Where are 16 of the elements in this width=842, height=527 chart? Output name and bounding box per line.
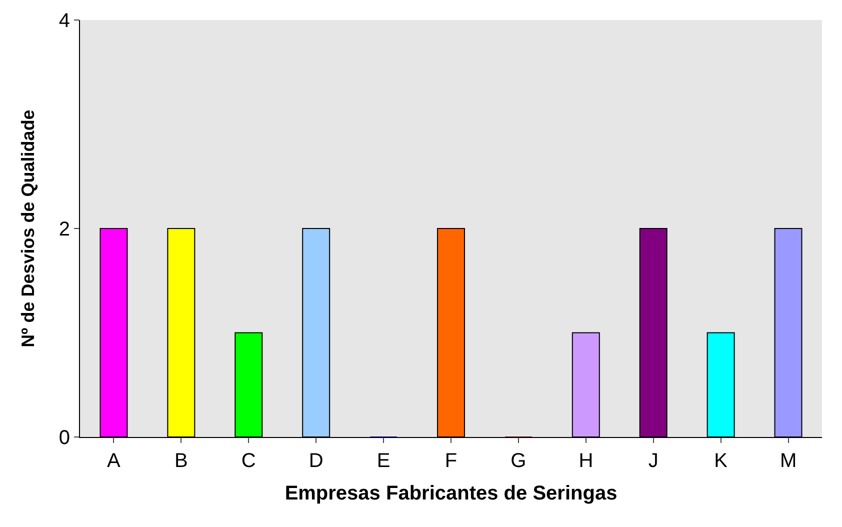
x-tick-label: M xyxy=(780,450,797,472)
x-tick-label: E xyxy=(376,450,390,472)
x-tick-label: G xyxy=(510,450,526,472)
x-tick-label: A xyxy=(107,450,122,472)
x-tick-label: D xyxy=(308,450,324,472)
x-tick-label: K xyxy=(714,450,728,472)
x-tick-label: C xyxy=(241,450,256,472)
x-tick-label: J xyxy=(648,450,658,472)
x-tick-label: F xyxy=(444,450,458,472)
x-tick-label: B xyxy=(174,450,188,472)
x-axis-title: Empresas Fabricantes de Seringas xyxy=(284,482,618,504)
y-tick-label: 4 xyxy=(58,10,70,32)
x-tick-label: H xyxy=(578,450,594,472)
y-axis-title: Nº de Desvios de Qualidade xyxy=(18,110,38,348)
y-tick-label: 2 xyxy=(58,218,70,240)
y-tick-label: 0 xyxy=(58,427,70,449)
